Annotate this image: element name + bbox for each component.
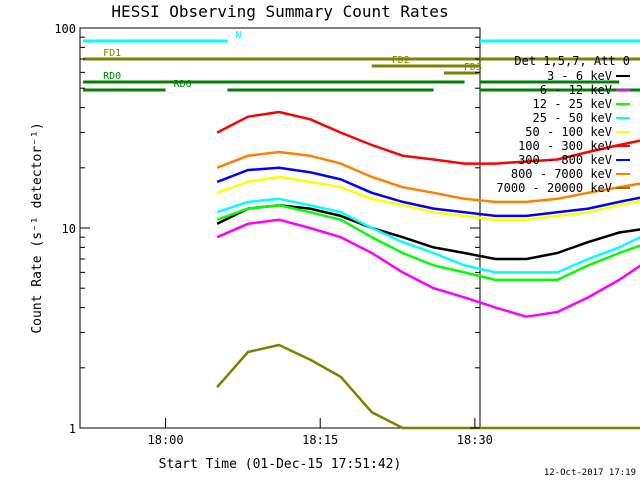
x-tick-label: 18:15 [302, 433, 338, 447]
series-line [216, 197, 640, 274]
x-tick-label: 18:30 [457, 433, 493, 447]
x-axis-ticks: 18:00 18:15 18:30 [148, 418, 493, 447]
flag-label: RD0 [103, 71, 121, 82]
legend-label: 800 - 7000 keV [511, 167, 612, 181]
series-line [216, 203, 640, 282]
flag-label: FD2 [392, 55, 410, 66]
y-tick-label: 10 [62, 222, 76, 236]
flag-label: RD6 [174, 79, 192, 90]
legend-label: 100 - 300 keV [518, 139, 612, 153]
series-line [216, 110, 640, 165]
y-tick-label: 1 [69, 422, 76, 436]
legend-label: 300 - 800 keV [518, 153, 612, 167]
series-line [216, 175, 640, 221]
y-tick-label: 100 [54, 22, 76, 36]
legend-label: 25 - 50 keV [533, 111, 612, 125]
series-lines [216, 110, 640, 430]
series-line [216, 166, 640, 218]
plot-frame [79, 27, 481, 429]
legend-label: 12 - 25 keV [533, 97, 612, 111]
series-line [216, 203, 640, 261]
legend-label: 6 - 12 keV [540, 83, 612, 97]
series-line [216, 343, 640, 430]
series-line [216, 150, 640, 204]
y-axis-ticks: 1 10 100 [54, 22, 480, 436]
series-line [216, 218, 640, 318]
instrument-flag-bars: N FD1 FD2 FD3 RD0 RD6 [83, 30, 640, 92]
x-tick-label: 18:00 [148, 433, 184, 447]
legend-label: 7000 - 20000 keV [496, 181, 612, 195]
flag-label: N [235, 30, 241, 41]
legend-title: Det 1,5,7, Att 0 [514, 54, 630, 68]
y-axis-label: Count Rate (s⁻¹ detector⁻¹) [30, 122, 45, 333]
timestamp: 12-Oct-2017 17:19 [544, 468, 636, 478]
flag-label: FD3 [464, 62, 482, 73]
x-axis-label: Start Time (01-Dec-15 17:51:42) [159, 457, 402, 472]
legend-label: 3 - 6 keV [547, 69, 612, 83]
flag-label: FD1 [103, 48, 121, 59]
legend-label: 50 - 100 keV [525, 125, 612, 139]
chart-title: HESSI Observing Summary Count Rates [111, 2, 448, 21]
